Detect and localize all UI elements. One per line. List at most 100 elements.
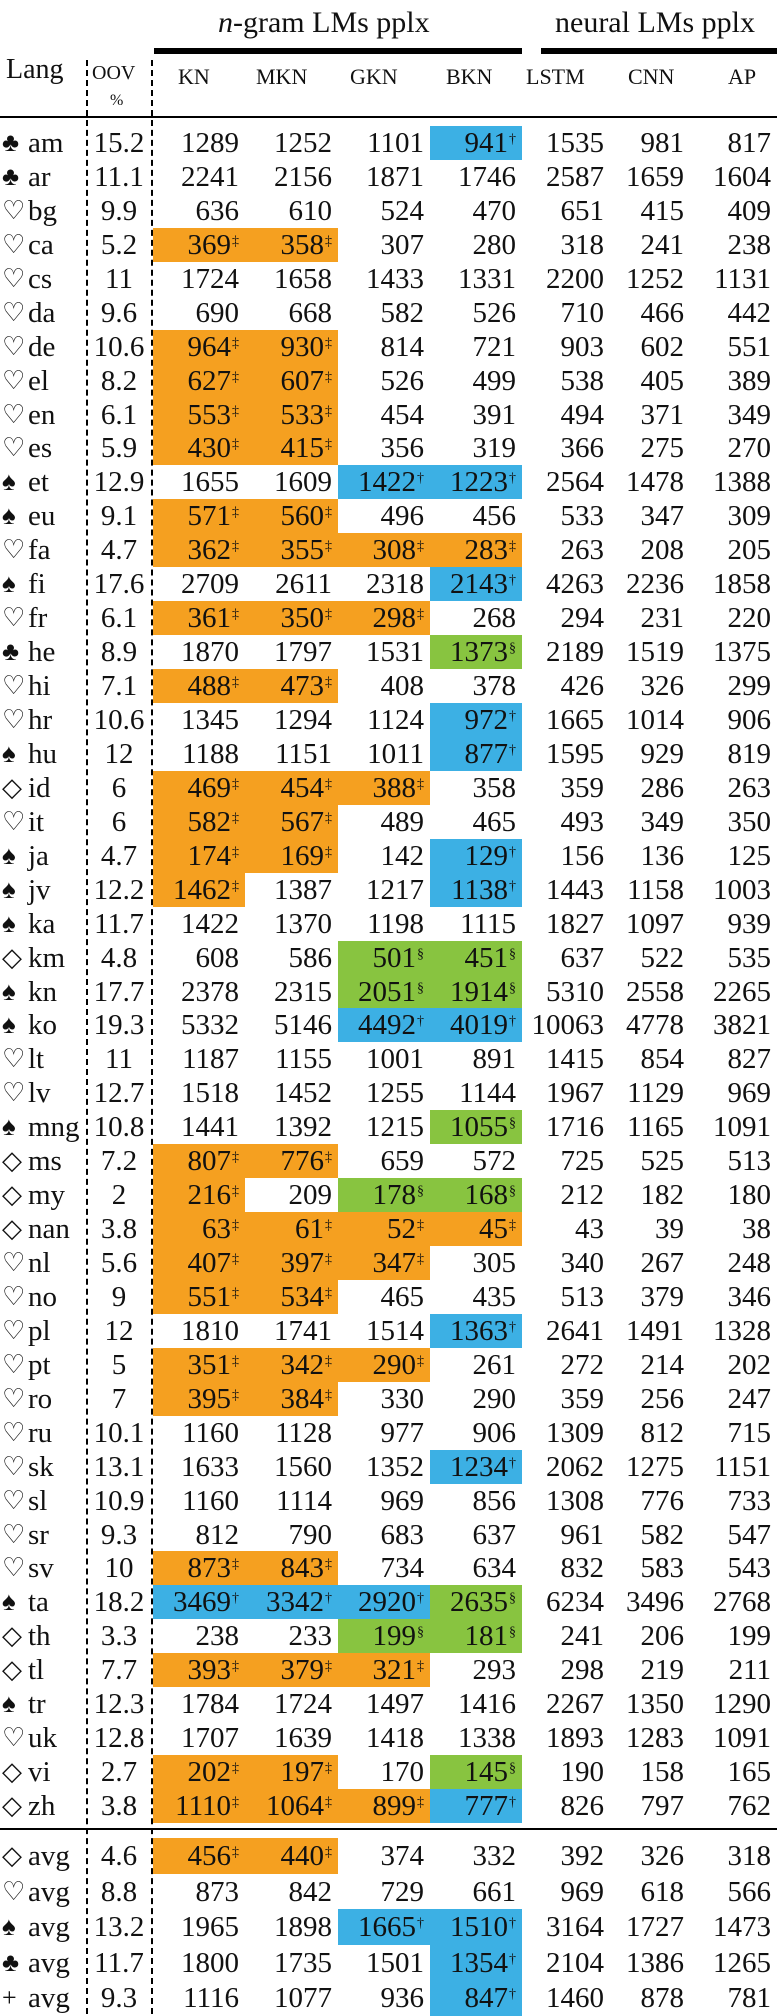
kn-cell: 873 ‡ (153, 1551, 245, 1585)
value: 38 (742, 1212, 771, 1245)
lstm-cell: 961 (522, 1518, 610, 1552)
table-row: ♡ pt 5 351 ‡ 342 ‡ 290 ‡ 261 272 214 202 (0, 1348, 777, 1382)
bkn-cell: 637 (430, 1518, 522, 1552)
lang-code: lt (28, 1042, 45, 1075)
lstm-cell: 1308 (522, 1484, 610, 1518)
lang-code: pt (28, 1348, 51, 1381)
ap-cell: 299 (690, 669, 777, 703)
kn-cell: 551 ‡ (153, 1280, 245, 1314)
bkn-cell: 499 (430, 364, 522, 398)
mkn-cell: 358 ‡ (245, 228, 338, 262)
mkn-cell: 233 (245, 1619, 338, 1653)
value: 4019 (450, 1008, 508, 1041)
value: 571 (187, 499, 232, 532)
value: 256 (640, 1382, 685, 1415)
value: 1283 (626, 1721, 684, 1754)
value: 307 (380, 228, 425, 261)
mkn-cell: 1252 (245, 126, 338, 160)
value: 465 (472, 805, 517, 838)
value: 1633 (181, 1450, 239, 1483)
ap-cell: 346 (690, 1280, 777, 1314)
lang-code: en (28, 398, 56, 431)
lang-code: hu (28, 737, 57, 770)
lstm-cell: 1716 (522, 1110, 610, 1144)
value: 547 (727, 1518, 772, 1551)
value: 2267 (546, 1687, 604, 1720)
kn-cell: 608 (153, 941, 245, 975)
value: 1422 (181, 907, 239, 940)
lang-code: ar (28, 160, 51, 193)
mkn-cell: 1609 (245, 465, 338, 499)
cnn-cell: 326 (610, 669, 690, 703)
table-row: ◇ avg 4.6 456 ‡ 440 ‡ 374 332 392 326 318 (0, 1838, 777, 1874)
value: 366 (560, 431, 605, 464)
significance-mark: † (417, 1916, 424, 1931)
ap-cell: 350 (690, 805, 777, 839)
value: 5310 (546, 975, 604, 1008)
lstm-cell: 1665 (522, 703, 610, 737)
mkn-cell: 1294 (245, 703, 338, 737)
bkn-cell: 1234 † (430, 1450, 522, 1484)
oov-cell: 18.2 (93, 1585, 145, 1618)
suit-icon: ♡ (2, 1384, 26, 1413)
ap-cell: 205 (690, 533, 777, 567)
ap-cell: 733 (690, 1484, 777, 1518)
lang-code: sv (28, 1551, 54, 1584)
mkn-cell: 668 (245, 296, 338, 330)
kn-cell: 1110 ‡ (153, 1789, 245, 1823)
value: 389 (727, 364, 772, 397)
value: 330 (380, 1382, 425, 1415)
kn-cell: 5332 (153, 1008, 245, 1042)
kn-cell: 430 ‡ (153, 431, 245, 465)
value: 275 (640, 431, 685, 464)
value: 1898 (274, 1910, 332, 1943)
value: 1077 (274, 1981, 332, 2014)
value: 1478 (626, 465, 684, 498)
mkn-cell: 560 ‡ (245, 499, 338, 533)
value: 408 (380, 669, 425, 702)
value: 231 (640, 601, 685, 634)
value: 3164 (546, 1910, 604, 1943)
mkn-cell: 384 ‡ (245, 1382, 338, 1416)
value: 1665 (546, 703, 604, 736)
lang-code: avg (28, 1875, 70, 1908)
suit-icon: ◇ (2, 943, 22, 972)
cnn-cell: 326 (610, 1838, 690, 1874)
value: 1967 (546, 1076, 604, 1109)
lang-code: eu (28, 499, 56, 532)
oov-cell: 8.9 (100, 635, 138, 668)
significance-mark: ‡ (232, 879, 239, 894)
kn-cell: 553 ‡ (153, 398, 245, 432)
value: 777 (464, 1789, 509, 1822)
value: 710 (560, 296, 605, 329)
kn-cell: 202 ‡ (153, 1755, 245, 1789)
value: 812 (195, 1518, 240, 1551)
oov-cell: 3.3 (100, 1619, 138, 1652)
ap-cell: 513 (690, 1144, 777, 1178)
value: 526 (472, 296, 517, 329)
value: 891 (472, 1042, 517, 1075)
value: 847 (464, 1981, 509, 2014)
value: 1658 (274, 262, 332, 295)
ap-cell: 1091 (690, 1110, 777, 1144)
lstm-cell: 832 (522, 1551, 610, 1585)
ap-cell: 827 (690, 1042, 777, 1076)
value: 1309 (546, 1416, 604, 1449)
lstm-cell: 10063 (522, 1008, 610, 1042)
gkn-cell: 1217 (338, 873, 430, 907)
table-row: ♡ de 10.6 964 ‡ 930 ‡ 814 721 903 602 551 (0, 330, 777, 364)
kn-cell: 807 ‡ (153, 1144, 245, 1178)
suit-icon: ♡ (2, 603, 26, 632)
value: 355 (280, 533, 325, 566)
suit-icon: ♠ (2, 1912, 16, 1941)
value: 326 (640, 1839, 685, 1872)
value: 634 (472, 1551, 517, 1584)
mkn-cell: 1741 (245, 1314, 338, 1348)
cnn-cell: 1350 (610, 1687, 690, 1721)
value: 583 (640, 1551, 685, 1584)
oov-cell: 2.7 (100, 1755, 138, 1788)
value: 1810 (181, 1314, 239, 1347)
lstm-cell: 725 (522, 1144, 610, 1178)
lang-cell: ♣ am (0, 126, 86, 160)
value: 499 (472, 364, 517, 397)
